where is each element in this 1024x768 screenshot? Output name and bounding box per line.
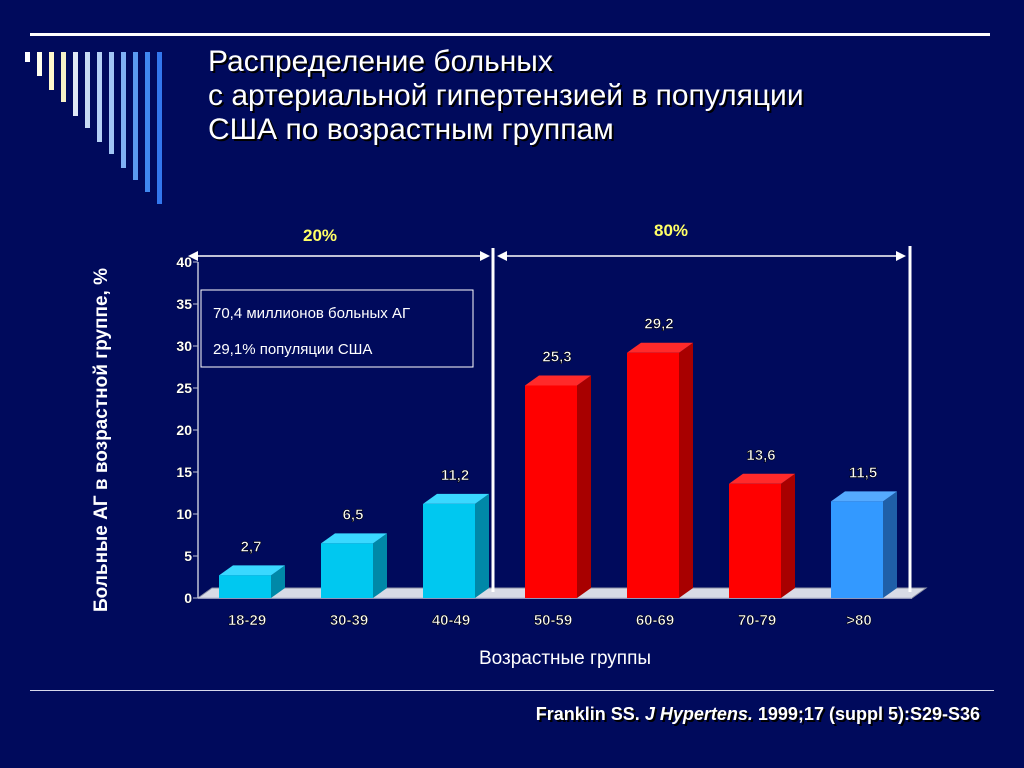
decor-bar [97,52,102,142]
bar-side [577,375,591,598]
x-tick-label: 60-69 [636,612,674,629]
data-label: 11,5 [849,464,877,481]
data-label: 2,7 [241,538,262,555]
decor-bar [109,52,114,154]
chart-bars: 2,7 18-29 6,5 30-39 11,2 40-49 25,3 50-59 29,2 60… [219,315,897,629]
y-tick-label: 35 [176,296,192,312]
bar-top [627,342,693,353]
bar [525,385,577,598]
bar [627,352,679,598]
decor-bar [121,52,126,168]
title-line: с артериальной гипертензией в популяции [208,79,804,112]
bracket-arrow-left-head [188,251,198,261]
x-tick-label: >80 [846,612,871,629]
bar [831,501,883,598]
bar-side [781,473,795,598]
bar-side [475,493,489,598]
decor-bar [49,52,54,90]
decor-bar [25,52,30,62]
bar-top [525,375,591,386]
bar [423,503,475,598]
bar-top [423,493,489,504]
bar-top [219,565,285,576]
chart-overlay: 20% 80% 70,4 миллионов больных АГ 29,1% поп… [188,221,912,592]
bar-side [679,342,693,598]
bar-top [321,533,387,544]
citation-author: Franklin SS. [535,704,640,724]
y-tick-label: 10 [176,506,192,522]
data-label: 11,2 [441,467,469,484]
citation: Franklin SS. J Hypertens. 1999;17 (suppl… [536,704,980,725]
y-tick-label: 0 [184,590,192,606]
bar-chart: 0 5 10 15 20 25 30 35 40 Больные АГ в возрастной … [91,221,928,669]
y-tick-label: 20 [176,422,192,438]
bar-side [883,491,897,598]
y-tick-label: 5 [184,548,192,564]
decor-bar [73,52,78,116]
citation-journal: J Hypertens. [644,704,753,724]
bar [321,543,373,598]
x-tick-label: 50-59 [534,612,572,629]
title-line: Распределение больных [208,45,553,78]
x-tick-label: 18-29 [228,612,266,629]
annotation-line: 29,1% популяции США [213,341,372,358]
annotation-line: 70,4 миллионов больных АГ [213,305,410,322]
x-tick-label: 30-39 [330,612,368,629]
x-tick-label: 40-49 [432,612,470,629]
decor-bar [85,52,90,128]
bracket-label: 80% [654,221,688,240]
data-label: 13,6 [746,447,775,464]
decor-bar [145,52,150,192]
y-axis-label: Больные АГ в возрастной группе, % [91,268,112,612]
bar [729,483,781,598]
data-label: 25,3 [542,348,571,365]
bracket-arrow-right-head [497,251,507,261]
bar-side [271,565,285,598]
bracket-label: 20% [303,226,337,245]
bar-top [831,491,897,502]
y-tick-label: 40 [176,254,192,270]
y-tick-label: 15 [176,464,192,480]
x-axis-label: Возрастные группы [479,648,651,669]
slide-title: Распределение больных с артериальной гип… [208,45,804,147]
annotation-box [200,289,474,368]
y-tick-label: 25 [176,380,192,396]
decor-bar [157,52,162,204]
decor-bar [133,52,138,180]
data-label: 29,2 [644,316,673,333]
bar-top [729,473,795,484]
bracket-arrow-right-head [896,251,906,261]
data-label: 6,5 [343,506,364,523]
citation-reference: 1999;17 (suppl 5):S29-S36 [757,704,980,724]
bracket-arrow-left-head [480,251,490,261]
y-tick-label: 30 [176,338,192,354]
decor-bar [61,52,66,102]
x-tick-label: 70-79 [738,612,776,629]
top-rule [30,33,990,36]
bar [219,575,271,598]
bottom-rule [30,690,994,691]
title-line: США по возрастным группам [208,113,614,146]
bar-side [373,533,387,598]
decor-bar [37,52,42,76]
